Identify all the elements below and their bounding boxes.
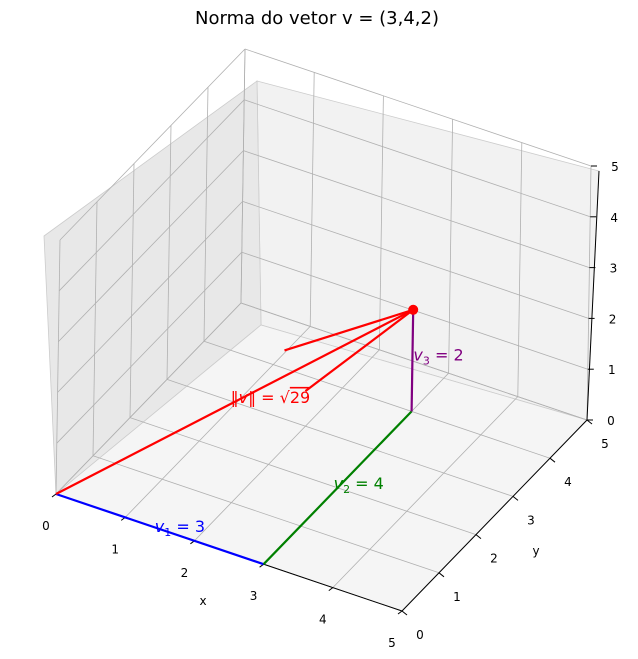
norm-label-mid: ‖ = √ [248, 388, 291, 407]
grid-left-z-3 [58, 150, 244, 342]
norm-label-var: v [239, 388, 249, 407]
v3-label-sub: 3 [423, 355, 430, 368]
grid-left-z-4 [58, 99, 245, 292]
y-tick-4 [549, 457, 556, 463]
grid-left-z-0 [55, 302, 242, 495]
grid-back-z-4 [244, 99, 591, 218]
grid-left-z-2 [57, 201, 243, 393]
v3-label-value: = 2 [430, 346, 464, 365]
grid-back-x-3 [448, 119, 453, 374]
y-tick-label-2: 2 [490, 552, 498, 566]
v1-label-base: v [155, 517, 165, 536]
arrow-head-lower [304, 308, 414, 392]
norm-label: ‖v‖ = √29 [231, 388, 311, 407]
grid-floor-x-2 [194, 349, 380, 542]
x-tick-label-0: 0 [42, 519, 50, 533]
series-lines [55, 308, 415, 566]
v2-label: v2 = 4 [334, 474, 384, 496]
grid-left-z-5 [59, 48, 246, 241]
z-tick-label-4: 4 [610, 211, 618, 225]
y-axis-label: y [532, 544, 539, 558]
y-tick-label-3: 3 [527, 513, 535, 527]
grid-left-y-1 [92, 201, 98, 456]
y-tick-label-1: 1 [453, 590, 461, 604]
series-line-2 [410, 309, 415, 412]
y-axis-line [401, 419, 588, 612]
v3-label-base: v [413, 346, 423, 365]
grid-floor-x-4 [332, 396, 519, 588]
grid-back-x-4 [517, 142, 523, 397]
norm-label-open: ‖ [231, 388, 239, 407]
v1-label-value: = 3 [171, 517, 205, 536]
z-tick-label-1: 1 [608, 363, 616, 377]
x-tick-4 [328, 587, 334, 591]
grid-left-y-5 [240, 48, 246, 304]
chart-title: Norma do vetor v = (3,4,2) [195, 8, 439, 29]
x-tick-5 [397, 610, 403, 615]
grid-left-z-1 [56, 251, 243, 444]
z-tick-label-0: 0 [607, 414, 615, 428]
x-tick-label-4: 4 [319, 613, 327, 627]
series-line-1 [262, 410, 413, 565]
tick-labels: 0 1 2 3 4 5 0 1 2 3 4 5 0 1 2 3 4 5 [42, 160, 619, 650]
v3-label: v3 = 2 [413, 346, 463, 368]
grid-back-x-5 [586, 165, 592, 421]
z-tick-label-2: 2 [609, 312, 617, 326]
z-tick-label-5: 5 [611, 160, 619, 174]
y-tick-5 [586, 419, 593, 425]
x-tick-0 [51, 493, 57, 498]
norm-label-radicand: 29 [290, 388, 310, 407]
grid-floor-y-4 [203, 340, 551, 459]
grid-back-z-2 [242, 201, 589, 319]
v1-label-sub: 1 [164, 526, 171, 539]
grid-floor-y-2 [129, 417, 477, 535]
y-tick-3 [512, 496, 519, 501]
grid-back-x-2 [379, 95, 384, 350]
endpoint-marker [408, 304, 419, 315]
z-tick-label-3: 3 [610, 262, 618, 276]
grid-left-y-3 [166, 125, 172, 380]
grid-back-z-3 [243, 150, 590, 268]
y-tick-2 [475, 534, 482, 539]
grid-back-z-0 [240, 302, 588, 421]
series-line-3 [55, 308, 414, 495]
x-tick-label-1: 1 [111, 542, 119, 556]
series-line-0 [55, 492, 264, 566]
arrow-head-upper [284, 308, 414, 352]
z-axis-line [586, 170, 600, 421]
grid-floor-y-3 [166, 379, 514, 497]
v2-label-sub: 2 [343, 483, 350, 496]
y-tick-0 [401, 610, 408, 616]
y-tick-label-5: 5 [601, 437, 609, 451]
y-tick-label-4: 4 [564, 475, 572, 489]
tick-marks [51, 165, 597, 616]
x-tick-label-5: 5 [388, 636, 396, 650]
y-tick-1 [438, 572, 445, 578]
grid-left-y-4 [203, 87, 209, 342]
v1-label: v1 = 3 [155, 517, 205, 539]
v2-label-value: = 4 [350, 474, 384, 493]
grid-left-y-0 [55, 239, 61, 495]
grid-back-x-1 [309, 72, 315, 327]
grid-floor-x-1 [124, 326, 311, 518]
grid-left-y-2 [129, 163, 135, 418]
grid-back-z-5 [244, 48, 592, 167]
grid-floor-y-1 [92, 455, 440, 574]
v2-label-base: v [334, 474, 344, 493]
x-tick-label-2: 2 [181, 566, 189, 580]
x-tick-label-3: 3 [250, 589, 258, 603]
x-axis-label: x [199, 594, 206, 608]
y-tick-label-0: 0 [416, 628, 424, 642]
